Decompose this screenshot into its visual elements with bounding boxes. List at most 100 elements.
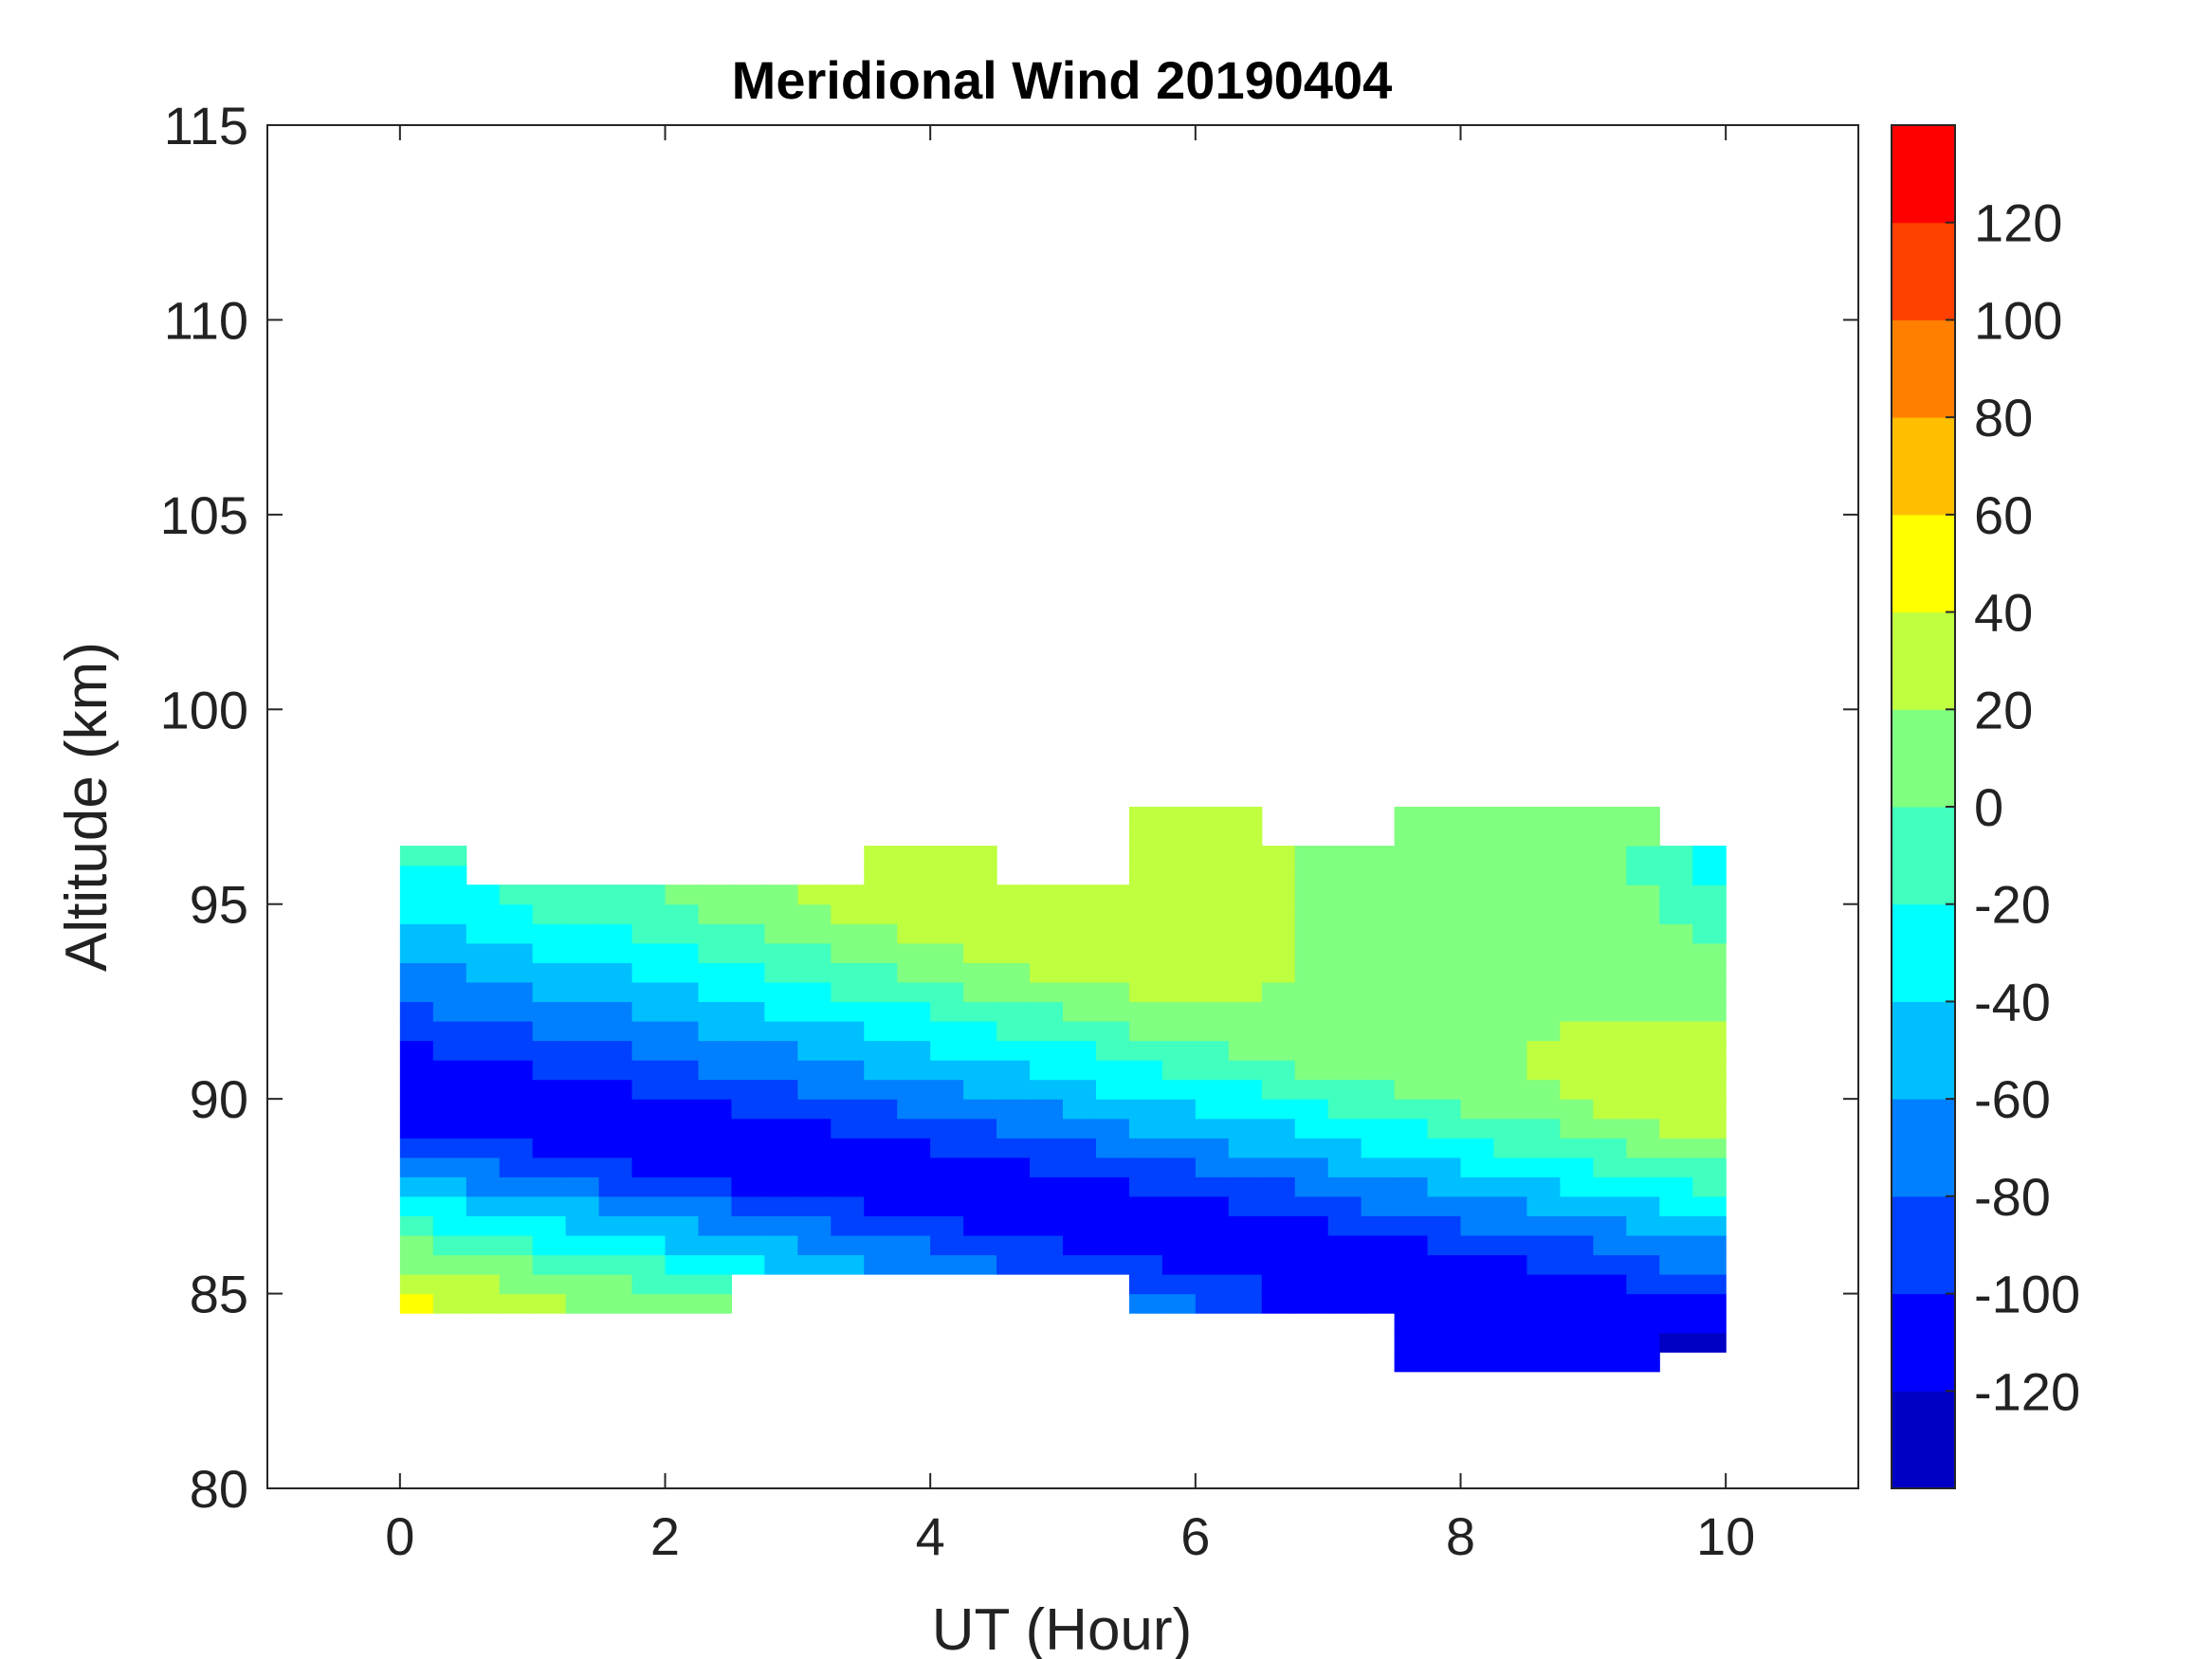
contour-cell bbox=[665, 1079, 700, 1100]
contour-cell bbox=[598, 1118, 633, 1139]
contour-cell bbox=[1394, 1138, 1429, 1158]
contour-cell bbox=[1460, 1040, 1495, 1061]
contour-cell bbox=[797, 962, 832, 983]
contour-cell bbox=[864, 884, 898, 905]
x-axis-label: UT (Hour) bbox=[932, 1597, 1192, 1659]
contour-cell bbox=[1228, 1293, 1263, 1314]
contour-cell bbox=[831, 1001, 865, 1022]
contour-cell bbox=[1460, 981, 1495, 1003]
contour-cell bbox=[1361, 1060, 1396, 1081]
contour-cell bbox=[996, 1157, 1031, 1177]
contour-cell bbox=[1294, 1020, 1329, 1042]
contour-cell bbox=[1626, 1274, 1660, 1295]
contour-cell bbox=[1128, 1293, 1163, 1314]
contour-cell bbox=[1626, 865, 1660, 885]
contour-cell bbox=[1063, 1079, 1097, 1100]
contour-cell bbox=[731, 1099, 765, 1120]
contour-cell bbox=[963, 1040, 997, 1061]
contour-cell bbox=[996, 1118, 1031, 1139]
contour-cell bbox=[1361, 1118, 1396, 1139]
contour-cell bbox=[1394, 1352, 1429, 1373]
contour-cell bbox=[499, 1099, 534, 1120]
contour-cell bbox=[1659, 1274, 1693, 1295]
contour-cell bbox=[1593, 1254, 1627, 1275]
contour-cell bbox=[1427, 903, 1462, 924]
contour-cell bbox=[1626, 1118, 1660, 1139]
contour-cell bbox=[1526, 1215, 1561, 1236]
y-tick-label: 95 bbox=[190, 875, 248, 935]
contour-cell bbox=[665, 1176, 700, 1197]
contour-cell bbox=[432, 1176, 467, 1197]
contour-cell bbox=[930, 903, 964, 924]
contour-cell bbox=[1261, 942, 1296, 963]
contour-cell bbox=[864, 962, 898, 983]
contour-cell bbox=[831, 1254, 865, 1275]
contour-cell bbox=[631, 884, 667, 905]
contour-cell bbox=[1095, 1060, 1130, 1081]
contour-cell bbox=[1526, 1234, 1561, 1256]
contour-cell bbox=[1261, 962, 1296, 983]
contour-cell bbox=[1261, 1176, 1296, 1197]
contour-cell bbox=[764, 1195, 798, 1216]
contour-cell bbox=[665, 1195, 700, 1216]
contour-cell bbox=[897, 903, 931, 924]
contour-cell bbox=[897, 1099, 931, 1120]
contour-cell bbox=[598, 1060, 633, 1081]
contour-cell bbox=[1460, 1274, 1495, 1295]
contour-cell bbox=[1161, 1195, 1197, 1216]
contour-cell bbox=[1228, 1215, 1263, 1236]
contour-cell bbox=[565, 1215, 600, 1236]
contour-cell bbox=[1659, 942, 1693, 963]
contour-cell bbox=[1560, 903, 1594, 924]
contour-cell bbox=[532, 1079, 567, 1100]
contour-cell bbox=[1128, 807, 1163, 828]
contour-cell bbox=[1460, 807, 1495, 828]
contour-cell bbox=[698, 962, 733, 983]
colorbar-tick-label: 100 bbox=[1974, 290, 2062, 350]
contour-cell bbox=[1361, 962, 1396, 983]
contour-cell bbox=[1294, 1176, 1329, 1197]
contour-cell bbox=[499, 942, 534, 963]
contour-cell bbox=[1095, 903, 1130, 924]
contour-cell bbox=[1095, 1099, 1130, 1120]
contour-cell bbox=[930, 846, 964, 866]
contour-cell bbox=[1030, 1215, 1064, 1236]
contour-cell bbox=[631, 981, 667, 1003]
contour-cell bbox=[665, 1060, 700, 1081]
contour-cell bbox=[665, 1234, 700, 1256]
contour-cell bbox=[1394, 1020, 1429, 1042]
contour-cell bbox=[1128, 1060, 1163, 1081]
contour-cell bbox=[1394, 942, 1429, 963]
contour-cell bbox=[665, 1001, 700, 1022]
contour-cell bbox=[466, 962, 501, 983]
contour-cell bbox=[764, 1099, 798, 1120]
contour-cell bbox=[1427, 1138, 1462, 1158]
contour-cell bbox=[1659, 1215, 1693, 1236]
contour-cell bbox=[532, 1099, 567, 1120]
contour-cell bbox=[399, 884, 434, 905]
contour-cell bbox=[963, 981, 997, 1003]
contour-cell bbox=[797, 1176, 832, 1197]
contour-cell bbox=[565, 962, 600, 983]
contour-cell bbox=[1593, 1118, 1627, 1139]
contour-cell bbox=[1526, 1099, 1561, 1120]
colorbar-tick-label: 80 bbox=[1974, 388, 2033, 447]
contour-cell bbox=[996, 1234, 1031, 1256]
contour-cell bbox=[996, 1020, 1031, 1042]
contour-cell bbox=[1659, 1332, 1693, 1353]
contour-cell bbox=[698, 1001, 733, 1022]
contour-cell bbox=[565, 1118, 600, 1139]
contour-cell bbox=[731, 923, 765, 944]
contour-cell bbox=[1195, 865, 1230, 885]
contour-cell bbox=[1195, 1215, 1230, 1236]
contour-cell bbox=[565, 1176, 600, 1197]
contour-cell bbox=[1128, 1040, 1163, 1061]
contour-cell bbox=[1261, 1195, 1296, 1216]
y-tick-label: 105 bbox=[160, 485, 248, 545]
contour-cell bbox=[665, 884, 700, 905]
contour-cell bbox=[1626, 1020, 1660, 1042]
contour-cell bbox=[1327, 1254, 1362, 1275]
contour-cell bbox=[1195, 1001, 1230, 1022]
contour-cell bbox=[963, 942, 997, 963]
contour-cell bbox=[1692, 1079, 1727, 1100]
